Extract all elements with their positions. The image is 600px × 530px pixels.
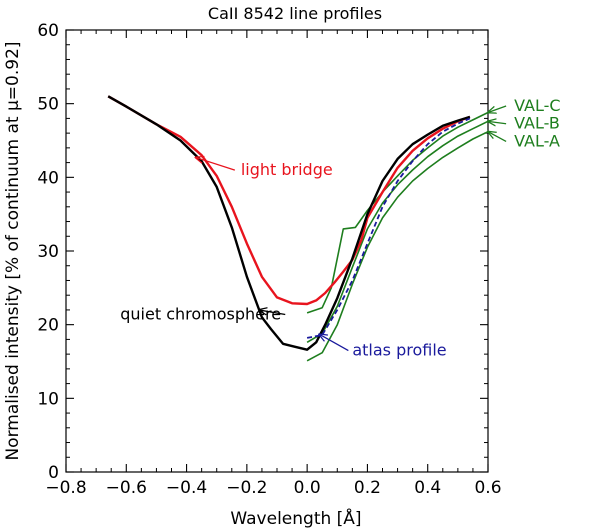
x-tick-label: −0.6 (106, 478, 147, 498)
y-tick-label: 20 (37, 316, 59, 336)
annotation-label-quiet-chromosphere: quiet chromosphere (120, 305, 281, 324)
annotation-arrow-quiet-chromosphere (259, 310, 286, 315)
annotation-layer: light bridge quiet chromosphere atlas prof… (120, 96, 560, 360)
annotation-label-light-bridge: light bridge (241, 160, 333, 179)
annotation-arrow-light-bridge (196, 157, 236, 171)
plot-frame (65, 29, 489, 473)
x-tick-label: −0.4 (166, 478, 207, 498)
x-tick-label: 0.2 (354, 478, 381, 498)
x-tick-label: 0.4 (414, 478, 441, 498)
y-tick-label: 10 (37, 389, 59, 409)
y-tick-label: 40 (37, 168, 59, 188)
annotation-arrow-val-b (488, 121, 507, 123)
y-tick-label: 0 (48, 463, 59, 483)
annotation-arrow-val-a (488, 132, 507, 142)
x-axis-ticks: −0.8 −0.6 −0.4 −0.2 0.0 0.2 0.4 0.6 (45, 30, 502, 498)
annotation-label-atlas-profile: atlas profile (352, 341, 446, 360)
chart-title: CaII 8542 line profiles (208, 4, 382, 23)
y-axis-ticks: 0 10 20 30 40 50 60 (37, 21, 488, 483)
annotation-arrow-val-c (488, 105, 507, 112)
annotation-label-val-c: VAL-C (514, 96, 560, 115)
x-tick-label: −0.2 (226, 478, 267, 498)
y-tick-label: 60 (37, 21, 59, 41)
x-tick-label: 0.6 (474, 478, 501, 498)
x-tick-label: 0.0 (294, 478, 321, 498)
series-line-val-b (306, 120, 489, 343)
x-axis-label: Wavelength [Å] (230, 507, 361, 529)
annotation-label-val-a: VAL-A (514, 131, 560, 150)
series-line-val-a (306, 130, 489, 362)
annotation-arrow-atlas-profile (319, 334, 349, 352)
series-line-val-c (306, 111, 489, 314)
x-tick-label: −0.8 (45, 478, 86, 498)
series-line-atlas-profile (306, 117, 471, 339)
y-axis-label: Normalised intensity [% of continuum at … (3, 41, 23, 460)
y-tick-label: 30 (37, 242, 59, 262)
y-tick-label: 50 (37, 95, 59, 115)
annotation-label-val-b: VAL-B (514, 114, 560, 133)
